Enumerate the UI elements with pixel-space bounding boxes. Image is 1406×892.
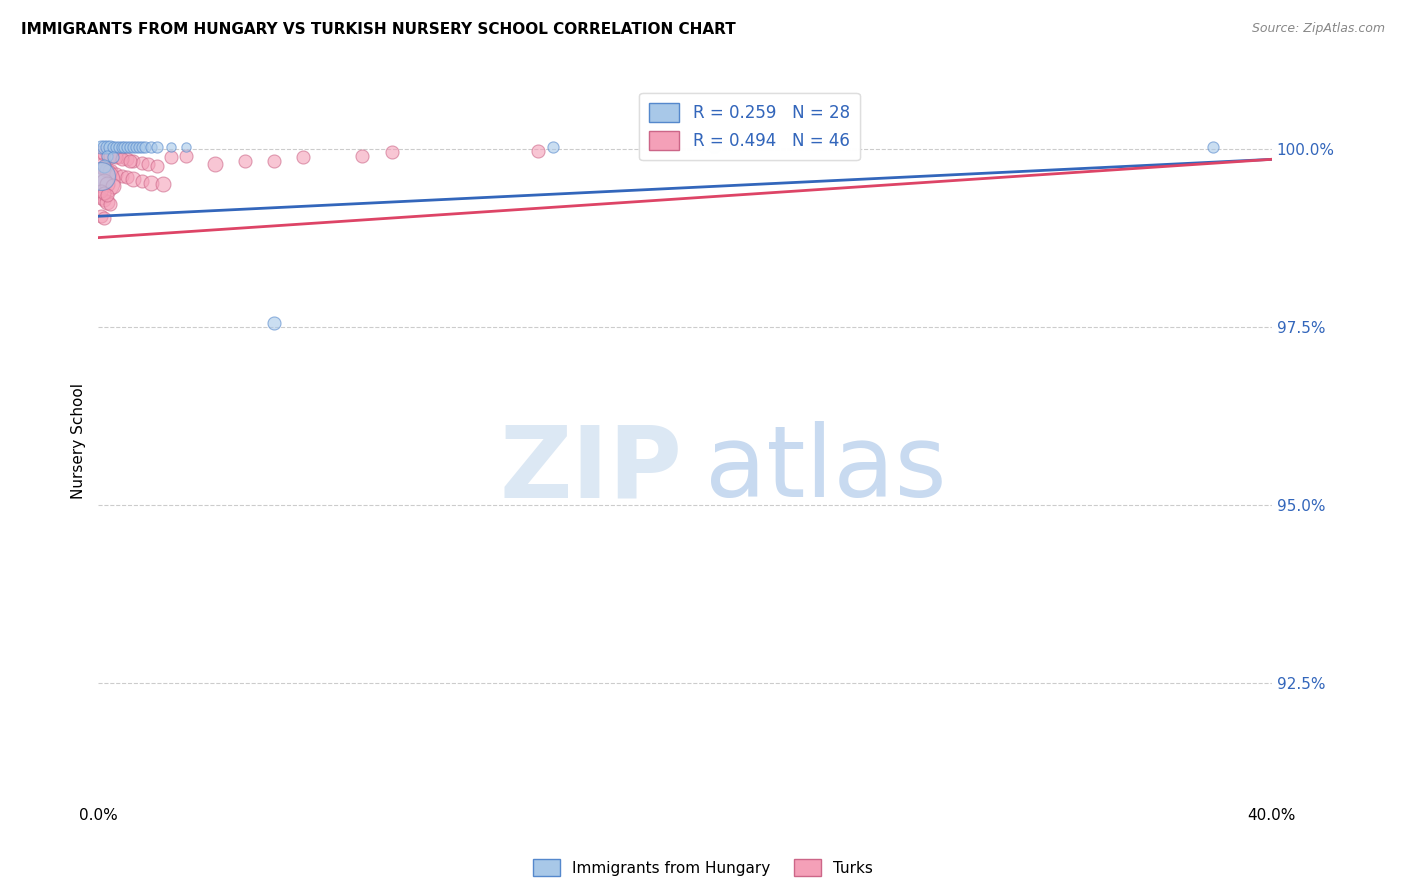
Text: atlas: atlas xyxy=(704,421,946,518)
Y-axis label: Nursery School: Nursery School xyxy=(72,383,86,499)
Point xyxy=(101,140,124,154)
Point xyxy=(117,140,139,154)
Point xyxy=(96,194,118,209)
Point xyxy=(90,185,112,199)
Point xyxy=(107,140,129,154)
Point xyxy=(263,316,285,330)
Point xyxy=(114,140,136,154)
Point xyxy=(96,163,118,178)
Point xyxy=(90,174,112,188)
Point xyxy=(96,188,118,202)
Point xyxy=(98,140,121,154)
Point xyxy=(117,153,139,167)
Point xyxy=(93,211,115,226)
Legend: Immigrants from Hungary, Turks: Immigrants from Hungary, Turks xyxy=(527,853,879,882)
Point xyxy=(96,149,118,163)
Point xyxy=(122,140,145,154)
Point xyxy=(93,161,115,175)
Point xyxy=(352,149,374,163)
Point xyxy=(122,153,145,168)
Point xyxy=(380,145,402,160)
Point xyxy=(174,149,197,163)
Point xyxy=(117,170,139,185)
Point xyxy=(139,176,162,190)
Point xyxy=(122,171,145,186)
Point xyxy=(152,178,174,192)
Point xyxy=(104,167,127,181)
Point xyxy=(104,140,127,154)
Text: ZIP: ZIP xyxy=(499,421,682,518)
Point xyxy=(90,145,112,160)
Point xyxy=(139,140,162,154)
Point xyxy=(1202,140,1225,154)
Point xyxy=(160,140,183,154)
Point xyxy=(107,150,129,164)
Point xyxy=(93,147,115,161)
Point xyxy=(136,157,159,171)
Point xyxy=(134,140,156,154)
Point xyxy=(703,140,725,154)
Point xyxy=(96,140,118,154)
Point xyxy=(96,146,118,161)
Point xyxy=(160,150,183,164)
Point xyxy=(90,160,112,174)
Point xyxy=(93,193,115,207)
Point xyxy=(131,156,153,170)
Point xyxy=(90,191,112,205)
Point xyxy=(93,175,115,189)
Point xyxy=(110,140,132,154)
Point xyxy=(233,154,256,169)
Point xyxy=(98,197,121,211)
Point xyxy=(98,164,121,178)
Point xyxy=(101,178,124,193)
Point xyxy=(204,157,226,171)
Point xyxy=(98,149,121,163)
Point xyxy=(131,140,153,154)
Text: Source: ZipAtlas.com: Source: ZipAtlas.com xyxy=(1251,22,1385,36)
Point xyxy=(93,160,115,174)
Point xyxy=(90,209,112,223)
Text: IMMIGRANTS FROM HUNGARY VS TURKISH NURSERY SCHOOL CORRELATION CHART: IMMIGRANTS FROM HUNGARY VS TURKISH NURSE… xyxy=(21,22,735,37)
Point xyxy=(131,174,153,188)
Point xyxy=(292,150,315,164)
Point xyxy=(101,150,124,164)
Point xyxy=(174,140,197,154)
Legend: R = 0.259   N = 28, R = 0.494   N = 46: R = 0.259 N = 28, R = 0.494 N = 46 xyxy=(640,93,859,160)
Point xyxy=(145,140,167,154)
Point xyxy=(145,160,167,174)
Point xyxy=(125,140,148,154)
Point xyxy=(128,140,150,154)
Point xyxy=(101,149,124,163)
Point xyxy=(120,153,142,168)
Point xyxy=(120,140,142,154)
Point xyxy=(110,153,132,167)
Point xyxy=(263,153,285,168)
Point xyxy=(96,178,118,192)
Point xyxy=(90,169,112,183)
Point xyxy=(93,186,115,200)
Point xyxy=(104,150,127,164)
Point xyxy=(541,140,564,154)
Point xyxy=(527,144,550,158)
Point xyxy=(93,140,115,154)
Point xyxy=(110,169,132,183)
Point xyxy=(90,140,112,154)
